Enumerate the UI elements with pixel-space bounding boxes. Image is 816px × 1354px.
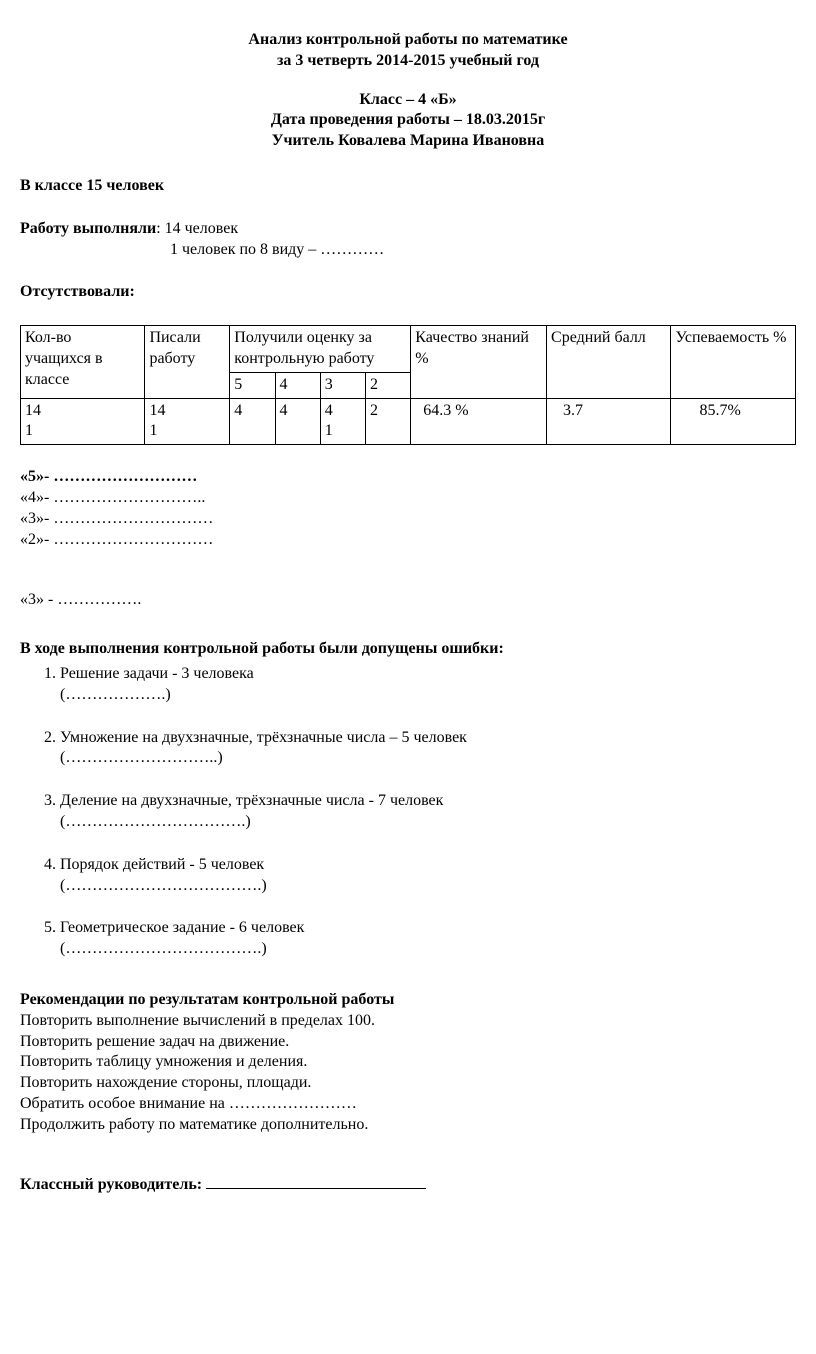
cell-wrote-b: 1	[149, 422, 157, 439]
cell-success: 85.7%	[671, 398, 796, 445]
error-5-line1: Геометрическое задание - 6 человек	[60, 918, 796, 939]
class-line: Класс – 4 «Б»	[20, 90, 796, 111]
th-g2: 2	[366, 372, 411, 398]
teacher-line: Учитель Ковалева Марина Ивановна	[20, 131, 796, 152]
error-5-line2: (……………………………….)	[60, 939, 796, 960]
th-wrote: Писали работу	[145, 326, 230, 398]
error-item-1: Решение задачи - 3 человека (……………….)	[60, 664, 796, 706]
cell-students-a: 14	[25, 402, 41, 419]
rec-line-1: Повторить выполнение вычислений в предел…	[20, 1011, 796, 1032]
th-avg: Средний балл	[547, 326, 671, 398]
cell-students: 14 1	[21, 398, 145, 445]
error-1-line1: Решение задачи - 3 человека	[60, 664, 796, 685]
error-3-line2: (…………………………….)	[60, 812, 796, 833]
title-line-2: за 3 четверть 2014-2015 учебный год	[20, 51, 796, 72]
cell-g3: 4 1	[320, 398, 365, 445]
grade-2-line: «2»- …………………………	[20, 530, 796, 551]
error-1-line2: (……………….)	[60, 685, 796, 706]
absent-label: Отсутствовали:	[20, 282, 796, 303]
error-2-line2: (………………………..)	[60, 748, 796, 769]
errors-list: Решение задачи - 3 человека (……………….) Ум…	[20, 664, 796, 960]
document-info-block: Класс – 4 «Б» Дата проведения работы – 1…	[20, 90, 796, 152]
error-item-2: Умножение на двухзначные, трёхзначные чи…	[60, 728, 796, 770]
error-2-line1: Умножение на двухзначные, трёхзначные чи…	[60, 728, 796, 749]
cell-g3-b: 1	[325, 422, 333, 439]
signature-line: Классный руководитель:	[20, 1175, 796, 1196]
table-data-row: 14 1 14 1 4 4 4 1 2 64.3 % 3.7 85.7%	[21, 398, 796, 445]
in-class-count: В классе 15 человек	[20, 176, 796, 197]
performed-subline: 1 человек по 8 виду – …………	[170, 240, 796, 261]
grade-4-line: «4»- ………………………..	[20, 488, 796, 509]
rec-line-5: Обратить особое внимание на ……………………	[20, 1094, 796, 1115]
error-item-3: Деление на двухзначные, трёхзначные числ…	[60, 791, 796, 833]
error-item-4: Порядок действий - 5 человек (……………………………	[60, 855, 796, 897]
th-students: Кол-во учащихся в классе	[21, 326, 145, 398]
in-class-section: В классе 15 человек	[20, 176, 796, 197]
cell-avg: 3.7	[547, 398, 671, 445]
recs-heading: Рекомендации по результатам контрольной …	[20, 990, 796, 1011]
absent-section: Отсутствовали:	[20, 282, 796, 303]
th-g4: 4	[275, 372, 320, 398]
th-g3: 3	[320, 372, 365, 398]
rec-line-4: Повторить нахождение стороны, площади.	[20, 1073, 796, 1094]
cell-wrote: 14 1	[145, 398, 230, 445]
error-item-5: Геометрическое задание - 6 человек (……………	[60, 918, 796, 960]
cell-quality: 64.3 %	[411, 398, 547, 445]
date-line: Дата проведения работы – 18.03.2015г	[20, 110, 796, 131]
cell-students-b: 1	[25, 422, 33, 439]
performed-label: Работу выполняли	[20, 220, 156, 237]
title-line-1: Анализ контрольной работы по математике	[20, 30, 796, 51]
performed-section: Работу выполняли: 14 человек 1 человек п…	[20, 219, 796, 261]
errors-heading: В ходе выполнения контрольной работы был…	[20, 639, 796, 660]
cell-g2: 2	[366, 398, 411, 445]
error-3-line1: Деление на двухзначные, трёхзначные числ…	[60, 791, 796, 812]
th-g5: 5	[230, 372, 275, 398]
cell-g4: 4	[275, 398, 320, 445]
error-4-line2: (……………………………….)	[60, 876, 796, 897]
cell-wrote-a: 14	[149, 402, 165, 419]
error-4-line1: Порядок действий - 5 человек	[60, 855, 796, 876]
cell-g3-a: 4	[325, 402, 333, 419]
recommendations-block: Рекомендации по результатам контрольной …	[20, 990, 796, 1136]
rec-line-6: Продолжить работу по математике дополнит…	[20, 1115, 796, 1136]
grade-extra-line: «3» - …………….	[20, 590, 796, 611]
rec-line-2: Повторить решение задач на движение.	[20, 1032, 796, 1053]
performed-value: : 14 человек	[156, 220, 238, 237]
rec-line-3: Повторить таблицу умножения и деления.	[20, 1052, 796, 1073]
th-success: Успеваемость %	[671, 326, 796, 398]
signature-label: Классный руководитель:	[20, 1176, 206, 1193]
results-table: Кол-во учащихся в классе Писали работу П…	[20, 325, 796, 445]
table-header-row: Кол-во учащихся в классе Писали работу П…	[21, 326, 796, 373]
grade-5-line: «5»- ………………………	[20, 467, 796, 488]
grade-5-text: «5»- ………………………	[20, 468, 197, 485]
th-grades: Получили оценку за контрольную работу	[230, 326, 411, 373]
document-title-block: Анализ контрольной работы по математике …	[20, 30, 796, 72]
signature-underline	[206, 1188, 426, 1189]
grades-summary: «5»- ……………………… «4»- ……………………….. «3»- …………	[20, 467, 796, 550]
th-quality: Качество знаний %	[411, 326, 547, 398]
performed-line: Работу выполняли: 14 человек	[20, 219, 796, 240]
cell-g5: 4	[230, 398, 275, 445]
grade-3-line: «3»- …………………………	[20, 509, 796, 530]
